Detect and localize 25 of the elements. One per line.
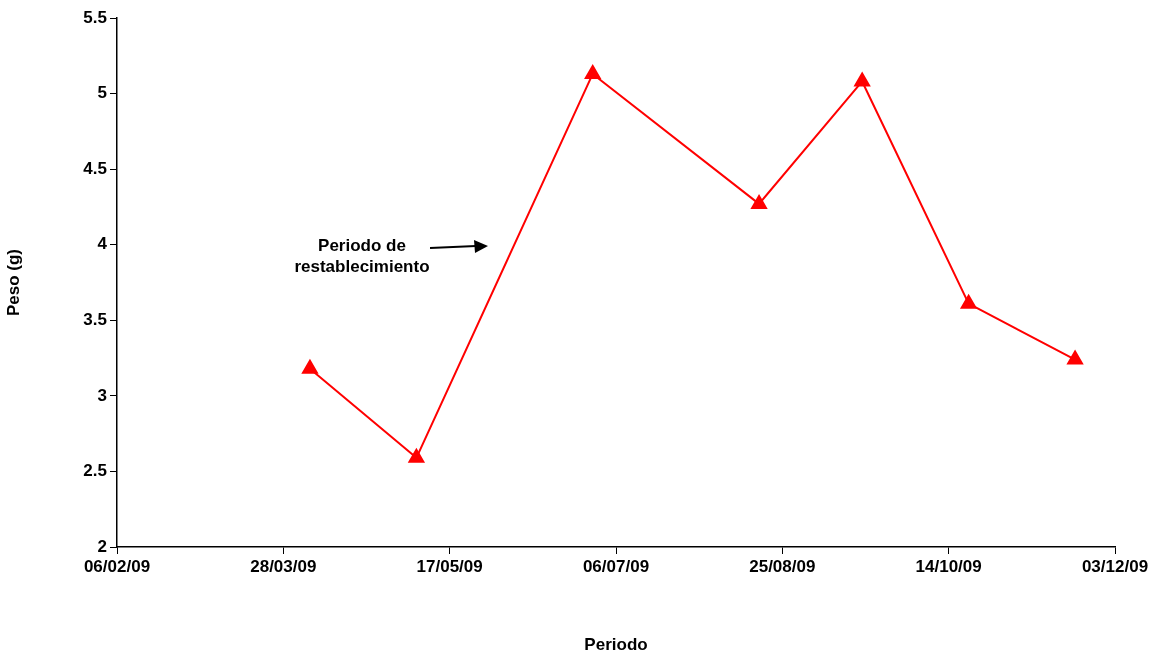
y-tick-label: 3 xyxy=(97,385,107,405)
point xyxy=(751,194,767,209)
y-tick-label: 5 xyxy=(97,83,107,103)
point xyxy=(854,72,871,87)
x-tick-label: 14/10/09 xyxy=(915,556,982,576)
y-tick-label: 4 xyxy=(97,234,108,254)
y-tick-label: 2.5 xyxy=(83,461,107,481)
x-axis-title: Periodo xyxy=(584,635,648,655)
x-tick-label: 28/03/09 xyxy=(250,556,317,576)
y-tick-label: 5.5 xyxy=(83,7,107,27)
point xyxy=(302,359,318,374)
annotation: Periodo de restablecimiento xyxy=(293,235,431,277)
point xyxy=(408,448,425,463)
point xyxy=(960,294,977,309)
x-tick-label: 03/12/09 xyxy=(1081,556,1149,576)
y-tick-label: 3.5 xyxy=(83,309,107,329)
x-tick-label: 25/08/09 xyxy=(749,556,816,576)
y-axis-title: Peso (g) xyxy=(3,248,23,317)
point xyxy=(584,64,601,79)
x-tick-label: 06/07/09 xyxy=(582,556,650,576)
x-tick-label: 06/02/09 xyxy=(83,556,151,576)
x-tick-label: 17/05/09 xyxy=(416,556,483,576)
y-tick-label: 4.5 xyxy=(83,158,107,178)
point xyxy=(1067,350,1084,365)
y-tick-label: 2 xyxy=(97,536,107,556)
